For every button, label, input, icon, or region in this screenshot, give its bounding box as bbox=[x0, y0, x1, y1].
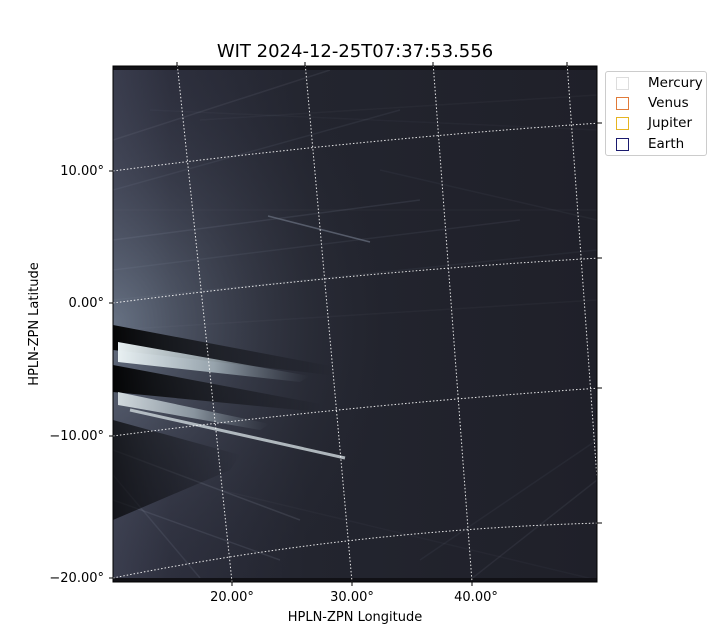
x-tick-label: 30.00° bbox=[330, 590, 374, 605]
legend-label: Mercury bbox=[648, 75, 703, 91]
y-tick-label: −10.00° bbox=[49, 429, 104, 444]
background-streak bbox=[149, 109, 597, 131]
background-streak bbox=[113, 69, 331, 141]
background-streak bbox=[379, 169, 597, 221]
background-streak bbox=[113, 499, 281, 561]
legend-label: Earth bbox=[648, 136, 685, 152]
y-axis-label: HPLN-ZPN Latitude bbox=[27, 262, 42, 385]
legend-item-jupiter: Jupiter bbox=[616, 114, 692, 132]
axis-ticks bbox=[109, 62, 602, 586]
legend-swatch bbox=[616, 116, 629, 130]
y-tick-label: 10.00° bbox=[60, 164, 104, 179]
legend-swatch bbox=[616, 137, 629, 151]
x-axis-label: HPLN-ZPN Longitude bbox=[288, 610, 423, 625]
y-tick-label: 0.00° bbox=[69, 296, 104, 311]
coordinate-grid bbox=[113, 66, 597, 582]
x-tick-label: 40.00° bbox=[454, 590, 498, 605]
plot-image bbox=[113, 66, 597, 582]
legend-item-mercury: Mercury bbox=[616, 74, 703, 92]
legend-item-venus: Venus bbox=[616, 94, 689, 112]
chart-title: WIT 2024-12-25T07:37:53.556 bbox=[217, 41, 493, 62]
legend-swatch bbox=[616, 76, 629, 90]
x-tick-label: 20.00° bbox=[210, 590, 254, 605]
legend: Mercury Venus Jupiter Earth bbox=[605, 71, 707, 156]
legend-swatch bbox=[616, 96, 629, 110]
background-streak bbox=[469, 479, 597, 581]
y-tick-label: −20.00° bbox=[49, 571, 104, 586]
background-streak bbox=[113, 199, 421, 241]
legend-label: Jupiter bbox=[648, 115, 693, 131]
background-streak bbox=[113, 249, 597, 301]
background-streak bbox=[419, 439, 597, 561]
plot-frame bbox=[112, 65, 598, 583]
background-streak bbox=[113, 219, 521, 271]
background-streak bbox=[113, 299, 597, 331]
legend-label: Venus bbox=[648, 95, 689, 111]
background-streak bbox=[113, 109, 401, 191]
background-streak bbox=[199, 94, 597, 121]
legend-item-earth: Earth bbox=[616, 135, 684, 153]
